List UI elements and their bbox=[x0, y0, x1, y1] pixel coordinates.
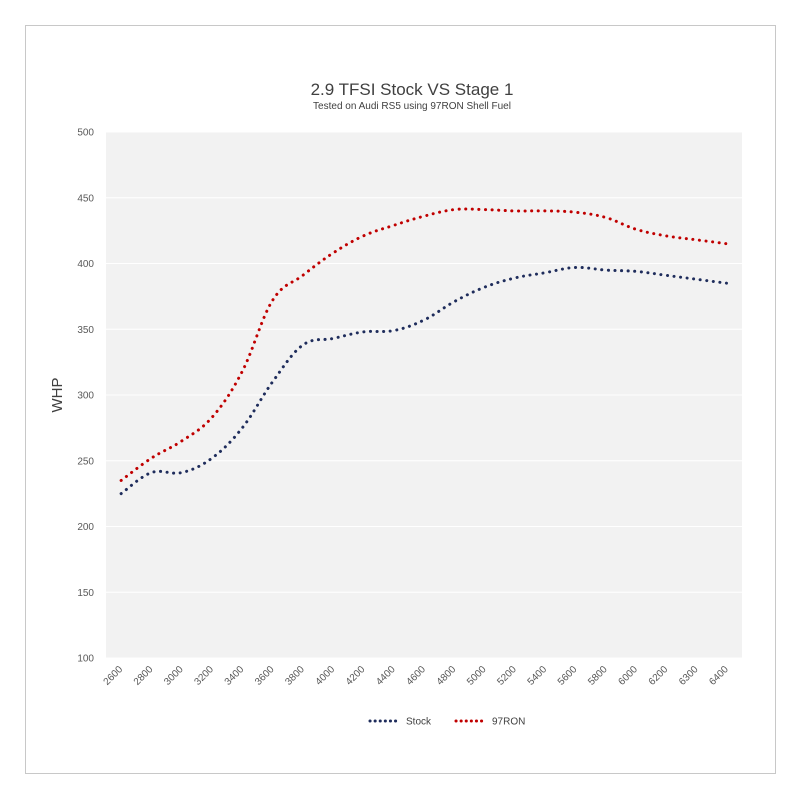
x-tick-label: 6000 bbox=[616, 664, 640, 688]
series-layer bbox=[119, 207, 729, 496]
chart-canvas: 2.9 TFSI Stock VS Stage 1 Tested on Audi… bbox=[49, 80, 742, 728]
x-tick-label: 5600 bbox=[556, 664, 580, 688]
legend-label: Stock bbox=[406, 717, 432, 728]
x-tick-label: 6400 bbox=[707, 664, 731, 688]
x-tick-label: 5400 bbox=[526, 664, 550, 688]
chart-subtitle: Tested on Audi RS5 using 97RON Shell Fue… bbox=[313, 101, 511, 112]
x-tick-label: 3800 bbox=[283, 664, 307, 688]
y-tick-label: 150 bbox=[77, 588, 94, 599]
x-tick-label: 6200 bbox=[647, 664, 671, 688]
y-axis-label: WHP bbox=[49, 378, 66, 413]
x-tick-label: 3200 bbox=[192, 664, 216, 688]
x-tick-label: 2800 bbox=[132, 664, 156, 688]
y-tick-label: 500 bbox=[77, 128, 94, 139]
y-tick-label: 350 bbox=[77, 325, 94, 336]
x-tick-label: 4200 bbox=[344, 664, 368, 688]
series-line-stock bbox=[119, 265, 729, 496]
y-tick-label: 200 bbox=[77, 522, 94, 533]
series-line-97ron bbox=[119, 207, 729, 482]
x-tick-label: 4000 bbox=[314, 664, 338, 688]
chart-frame: 2.9 TFSI Stock VS Stage 1 Tested on Audi… bbox=[25, 25, 776, 774]
y-tick-label: 450 bbox=[77, 193, 94, 204]
y-tick-label: 100 bbox=[77, 654, 94, 665]
y-tick-label: 250 bbox=[77, 456, 94, 467]
y-tick-label: 300 bbox=[77, 391, 94, 402]
legend-label: 97RON bbox=[492, 717, 525, 728]
x-axis-ticks: 2600 2800 3000 3200 3400 3600 3800 4000 4200 4400… bbox=[102, 664, 732, 688]
x-tick-label: 4600 bbox=[404, 664, 428, 688]
x-tick-label: 4400 bbox=[374, 664, 398, 688]
chart-title: 2.9 TFSI Stock VS Stage 1 bbox=[311, 80, 514, 99]
x-tick-label: 5200 bbox=[495, 664, 519, 688]
x-tick-label: 5000 bbox=[465, 664, 489, 688]
y-axis-ticks: 100 150 200 250 300 350 400 450 500 bbox=[77, 128, 94, 665]
y-tick-label: 400 bbox=[77, 259, 94, 270]
legend: Stock 97RON bbox=[368, 717, 525, 728]
x-tick-label: 4800 bbox=[435, 664, 459, 688]
x-tick-label: 3400 bbox=[223, 664, 247, 688]
x-tick-label: 2600 bbox=[102, 664, 126, 688]
grid-layer bbox=[106, 131, 742, 659]
x-tick-label: 3600 bbox=[253, 664, 277, 688]
x-tick-label: 6300 bbox=[677, 664, 701, 688]
x-tick-label: 3000 bbox=[162, 664, 186, 688]
x-tick-label: 5800 bbox=[586, 664, 610, 688]
